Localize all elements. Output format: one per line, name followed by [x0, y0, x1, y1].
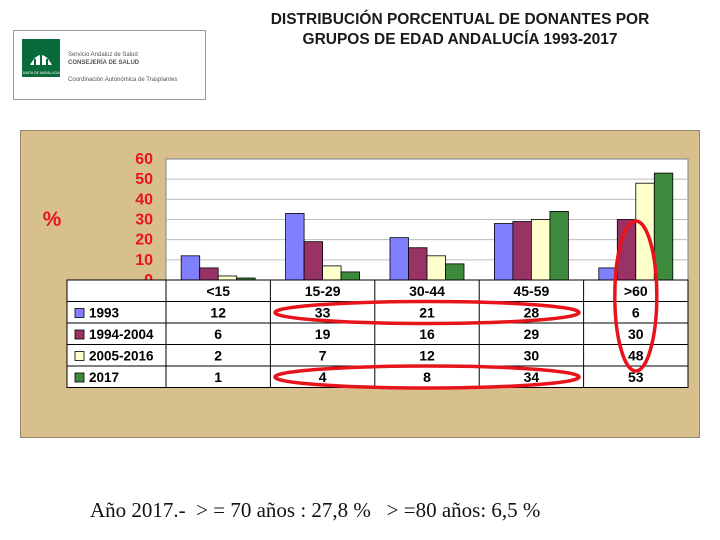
data-label: 29 [524, 326, 540, 342]
bar-2017->60 [653, 172, 674, 281]
data-label: 1 [214, 369, 222, 385]
y-tick-label: 60 [135, 151, 153, 168]
data-label: 2 [214, 348, 222, 364]
logo-line-3: Coordinación Autonómica de Trasplantes [68, 77, 178, 83]
data-label: 53 [628, 369, 644, 385]
legend-label: 1994-2004 [89, 327, 154, 342]
data-label: 19 [315, 326, 331, 342]
page-title: DISTRIBUCIÓN PORCENTUAL DE DONANTES POR … [215, 10, 705, 50]
bar-2005-2016-45-59 [530, 219, 551, 281]
data-label: 8 [423, 369, 431, 385]
y-axis-label: % [43, 208, 62, 231]
bar-1993-45-59 [493, 223, 514, 281]
legend-swatch-1994-2004 [74, 329, 85, 340]
bar-2017-45-59 [549, 211, 569, 281]
title-line-2: GRUPOS DE EDAD ANDALUCÍA 1993-2017 [302, 31, 618, 48]
highlight-ellipse-2017 [273, 364, 581, 390]
logo-line-2: CONSEJERÍA DE SALUD [68, 60, 140, 66]
footer-note: Año 2017.- > = 70 años : 27,8 % > =80 añ… [90, 498, 541, 522]
data-label: 12 [419, 348, 435, 364]
legend-swatch-1993 [74, 308, 85, 318]
bar-1993-15-29 [285, 213, 305, 281]
bar-2017-15-29 [340, 271, 361, 281]
highlight-ellipse-1993 [273, 299, 581, 326]
legend-label: 2017 [89, 370, 119, 385]
data-label: 30 [628, 326, 644, 342]
bar-1994-2004-<15 [199, 267, 219, 281]
data-label: 21 [419, 305, 435, 321]
data-label: 6 [632, 305, 640, 321]
emblem-caption: JUNTA DE ANDALUCIA [22, 71, 60, 75]
y-tick-label: 50 [135, 171, 153, 188]
logo-line-1: Servicio Andaluz de Salud [68, 52, 138, 58]
legend-label: 1993 [89, 306, 120, 321]
y-tick-label: 10 [135, 252, 153, 269]
bar-1994-2004-45-59 [512, 221, 532, 281]
data-label: 28 [524, 305, 540, 321]
data-label: 4 [319, 369, 327, 385]
legend-swatch-2005-2016 [74, 351, 85, 361]
data-label: 16 [419, 326, 435, 342]
data-table [66, 279, 689, 388]
chart-panel: 6050403020100%<1515-2930-4445-59>6019931… [20, 130, 700, 438]
chart-svg: 6050403020100%<1515-2930-4445-59>6019931… [43, 151, 689, 390]
highlight-ellipse-over60 [613, 219, 659, 373]
bar-1994-2004-30-44 [408, 247, 428, 281]
title-line-1: DISTRIBUCIÓN PORCENTUAL DE DONANTES POR [270, 11, 650, 28]
legend-swatch-2017 [74, 372, 85, 383]
y-tick-label: 20 [135, 232, 153, 249]
data-label: 34 [524, 369, 540, 385]
logo: JUNTA DE ANDALUCIA Servicio Andaluz de S… [13, 30, 206, 100]
bar-1993-30-44 [389, 237, 409, 281]
bar-1994-2004-15-29 [303, 241, 324, 281]
category-label: >60 [624, 283, 648, 299]
category-label: 30-44 [409, 283, 445, 299]
bar-1993-<15 [180, 255, 201, 281]
category-label: <15 [206, 283, 230, 299]
bar-2005-2016-<15 [217, 275, 238, 281]
legend-label: 2005-2016 [89, 349, 154, 364]
bar-2017-30-44 [445, 263, 465, 281]
data-label: 33 [315, 305, 331, 321]
bar-2005-2016-30-44 [426, 255, 446, 281]
data-label: 30 [524, 348, 540, 364]
y-tick-label: 30 [135, 212, 153, 229]
junta-emblem-icon: JUNTA DE ANDALUCIA [22, 39, 60, 77]
bar-2005-2016-15-29 [322, 265, 342, 281]
data-label: 7 [319, 348, 327, 364]
category-label: 15-29 [305, 283, 341, 299]
category-label: 45-59 [513, 283, 549, 299]
data-label: 48 [628, 348, 644, 364]
y-tick-label: 40 [135, 191, 153, 208]
data-label: 12 [210, 305, 226, 321]
data-label: 6 [214, 326, 222, 342]
